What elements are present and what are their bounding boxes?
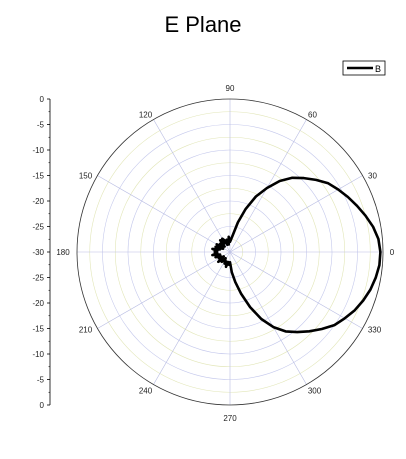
grid-spoke [229, 251, 363, 329]
radial-tick-label: -15 [32, 172, 44, 181]
radial-tick-label: -10 [32, 146, 44, 155]
radial-tick-label: -20 [32, 197, 44, 206]
chart-title: E Plane [164, 12, 242, 37]
radial-tick-label: 0 [40, 401, 45, 410]
angle-labels: 0 30 60 90 120 150 180 210 240 270 300 330 [56, 84, 394, 423]
radial-tick-label: 0 [40, 95, 45, 104]
radial-tick-label: -5 [37, 121, 45, 130]
radial-tick-label: -30 [32, 248, 44, 257]
radial-tick-label: -20 [32, 299, 44, 308]
angle-label: 300 [308, 387, 322, 396]
grid-spoke [229, 119, 307, 253]
grid-spoke [153, 119, 231, 253]
polar-grid [76, 98, 384, 406]
radial-tick-label: -5 [37, 376, 45, 385]
angle-label: 90 [226, 84, 235, 93]
angle-label: 210 [79, 326, 93, 335]
legend: B [342, 60, 386, 76]
grid-spoke [97, 175, 231, 253]
grid-spoke [229, 251, 307, 385]
radial-tick-label: -10 [32, 350, 44, 359]
angle-label: 150 [79, 172, 93, 181]
angle-label: 120 [139, 110, 153, 119]
grid-spoke [97, 251, 231, 329]
outer-circle [76, 98, 384, 406]
grid-spoke [153, 251, 231, 385]
legend-label: B [375, 64, 381, 74]
angle-label: 240 [139, 387, 153, 396]
radial-tick-label: -25 [32, 274, 44, 283]
angle-label: 60 [308, 110, 317, 119]
grid-spoke [229, 175, 363, 253]
angle-label: 330 [368, 326, 382, 335]
radial-axis: 0 -5 -10 -15 -20 -25 -30 -25 -20 -15 -10 -5 0 [32, 95, 51, 410]
angle-label: 270 [223, 414, 237, 423]
radial-tick-label: -25 [32, 223, 44, 232]
angle-label: 30 [368, 172, 377, 181]
angle-label: 0 [390, 248, 395, 257]
series-line-B [211, 176, 382, 334]
angle-label: 180 [56, 248, 70, 257]
radial-tick-label: -15 [32, 325, 44, 334]
data-layer [211, 176, 382, 334]
